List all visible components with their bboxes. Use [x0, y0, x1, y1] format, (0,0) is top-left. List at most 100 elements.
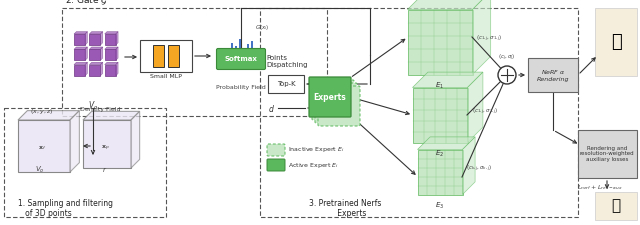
Bar — [251, 41, 253, 56]
Polygon shape — [100, 47, 103, 60]
Bar — [74, 49, 85, 60]
Text: Points
Dispatching: Points Dispatching — [266, 56, 307, 68]
Text: Density Field: Density Field — [79, 107, 120, 112]
Bar — [595, 192, 637, 220]
Text: $E_2$: $E_2$ — [435, 148, 445, 159]
Polygon shape — [90, 62, 103, 65]
Polygon shape — [85, 62, 88, 76]
Bar — [140, 40, 192, 72]
Text: 2. Gate $\mathcal{G}$: 2. Gate $\mathcal{G}$ — [65, 0, 108, 7]
FancyBboxPatch shape — [216, 49, 266, 70]
Polygon shape — [83, 111, 140, 120]
Text: $E_1$: $E_1$ — [435, 81, 445, 91]
Bar — [74, 65, 85, 76]
Bar — [595, 8, 637, 76]
Text: $E_3$: $E_3$ — [435, 200, 445, 211]
Bar — [413, 88, 467, 142]
Text: $(c_{1,j}, \sigma_{1,j})$: $(c_{1,j}, \sigma_{1,j})$ — [477, 34, 503, 44]
Polygon shape — [90, 32, 103, 34]
Polygon shape — [18, 111, 79, 120]
Text: 🚜: 🚜 — [611, 198, 621, 214]
Text: $r$: $r$ — [102, 165, 108, 174]
Bar — [578, 130, 637, 178]
Bar — [239, 39, 241, 56]
Bar — [4, 108, 166, 217]
Text: Inactive Expert $E_i$: Inactive Expert $E_i$ — [288, 146, 344, 155]
Text: Probability Field: Probability Field — [216, 85, 266, 90]
Text: NeRF $\alpha$
Rendering: NeRF $\alpha$ Rendering — [537, 68, 569, 82]
Circle shape — [498, 66, 516, 84]
Polygon shape — [85, 47, 88, 60]
Bar — [90, 65, 100, 76]
Text: $G(x_i)$: $G(x_i)$ — [255, 23, 269, 32]
Bar — [105, 65, 116, 76]
Bar — [260, 8, 578, 217]
Polygon shape — [74, 62, 88, 65]
Text: $(c_{k,j}, \sigma_{k,j})$: $(c_{k,j}, \sigma_{k,j})$ — [467, 164, 492, 174]
FancyBboxPatch shape — [267, 159, 285, 171]
Bar — [18, 120, 70, 172]
Polygon shape — [116, 62, 118, 76]
FancyBboxPatch shape — [267, 144, 285, 156]
Text: $(c_j, \sigma_j)$: $(c_j, \sigma_j)$ — [498, 53, 516, 63]
Text: $\mathbf{x}_p$: $\mathbf{x}_p$ — [100, 143, 109, 153]
Bar — [90, 49, 100, 60]
FancyBboxPatch shape — [315, 83, 357, 123]
Bar — [243, 48, 245, 56]
FancyBboxPatch shape — [309, 77, 351, 117]
Bar — [62, 8, 327, 116]
Polygon shape — [70, 111, 79, 172]
Polygon shape — [131, 111, 140, 168]
Polygon shape — [116, 32, 118, 45]
Text: $d$: $d$ — [268, 103, 275, 113]
Text: $V_o$: $V_o$ — [88, 99, 98, 112]
Polygon shape — [116, 47, 118, 60]
Polygon shape — [105, 32, 118, 34]
Bar — [227, 50, 229, 56]
Bar — [105, 49, 116, 60]
Text: 3. Pretrained Nerfs
      Experts: 3. Pretrained Nerfs Experts — [309, 199, 381, 218]
Text: Softmax: Softmax — [225, 56, 257, 62]
Text: $V_o$: $V_o$ — [35, 165, 45, 175]
Text: Small MLP: Small MLP — [150, 74, 182, 79]
Bar — [105, 34, 116, 45]
Polygon shape — [472, 0, 491, 74]
Bar — [268, 75, 304, 93]
Text: $(c_{1,j}, \sigma_{1,j})$: $(c_{1,j}, \sigma_{1,j})$ — [472, 107, 498, 117]
Polygon shape — [463, 137, 475, 194]
Bar — [528, 58, 578, 92]
Polygon shape — [90, 47, 103, 49]
Polygon shape — [74, 47, 88, 49]
Polygon shape — [105, 47, 118, 49]
Text: 🚜: 🚜 — [611, 33, 621, 51]
Polygon shape — [100, 62, 103, 76]
Polygon shape — [467, 72, 483, 142]
Bar — [153, 45, 164, 67]
Polygon shape — [408, 0, 491, 9]
Text: Top-K: Top-K — [276, 81, 295, 87]
FancyBboxPatch shape — [312, 80, 354, 120]
Bar — [408, 9, 472, 74]
Text: $(x,y,z)$: $(x,y,z)$ — [30, 107, 53, 116]
Text: Active Expert $E_i$: Active Expert $E_i$ — [288, 160, 339, 169]
Bar — [246, 44, 250, 56]
Polygon shape — [413, 72, 483, 88]
Bar — [74, 34, 85, 45]
Text: 1. Sampling and filtering
   of 3D points: 1. Sampling and filtering of 3D points — [18, 199, 113, 218]
Text: $\mathbf{x}_f$: $\mathbf{x}_f$ — [38, 144, 46, 152]
Polygon shape — [105, 62, 118, 65]
Polygon shape — [74, 32, 88, 34]
Polygon shape — [100, 32, 103, 45]
Bar — [83, 120, 131, 168]
Polygon shape — [417, 137, 475, 149]
Text: Rendering and
resolution-weighted
auxiliary losses: Rendering and resolution-weighted auxili… — [580, 146, 634, 162]
Text: Experts: Experts — [314, 92, 346, 101]
Bar — [168, 45, 179, 67]
FancyBboxPatch shape — [318, 86, 360, 126]
Bar — [90, 34, 100, 45]
Bar — [230, 43, 234, 56]
Bar — [417, 149, 463, 194]
Text: $L_{nerf} + L_{res-aux}$: $L_{nerf} + L_{res-aux}$ — [577, 183, 623, 192]
Bar — [235, 46, 237, 56]
Polygon shape — [85, 32, 88, 45]
